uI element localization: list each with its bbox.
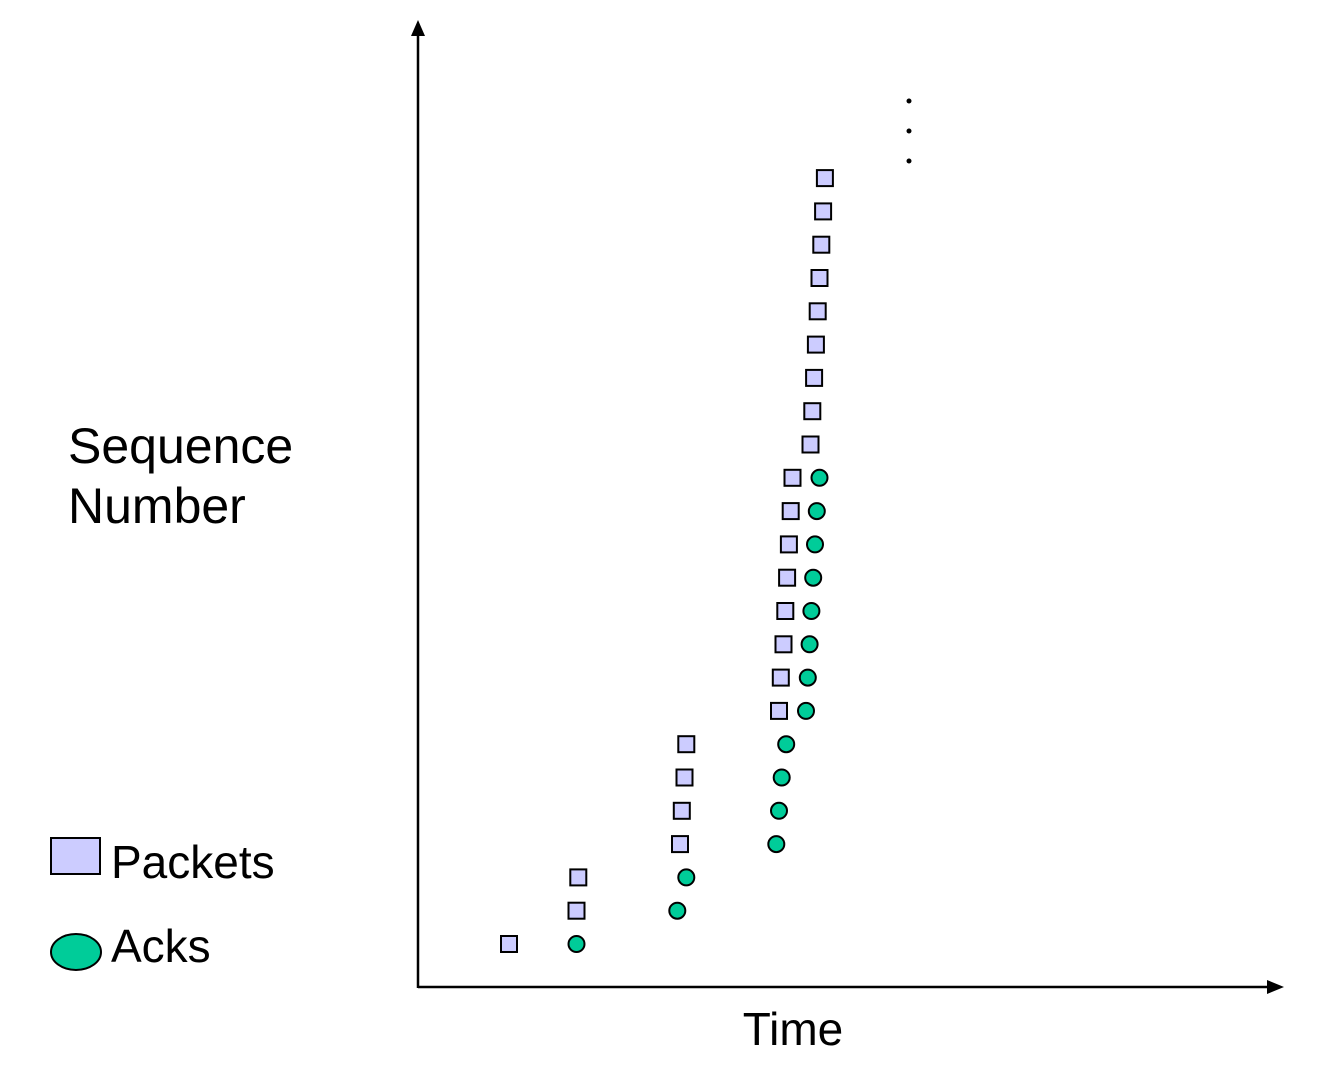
packet-marker (814, 202, 833, 221)
ack-marker (800, 635, 819, 654)
continuation-dot (906, 158, 912, 164)
ack-marker (567, 935, 586, 953)
y-axis-label-line-1: Sequence (68, 418, 293, 474)
packet-marker (815, 169, 834, 188)
ack-marker (777, 735, 796, 754)
packet-marker (801, 435, 820, 454)
packet-marker (671, 835, 689, 854)
ack-marker (810, 468, 829, 487)
ack-marker (806, 535, 824, 554)
legend-packets-swatch (50, 837, 101, 875)
packet-marker (808, 302, 827, 321)
y-axis-label-line-2: Number (68, 478, 246, 534)
ack-marker (804, 568, 823, 587)
packet-marker (776, 602, 795, 620)
packet-marker (677, 735, 696, 754)
ack-marker (802, 602, 821, 620)
packet-marker (778, 568, 797, 587)
legend-acks-swatch (50, 933, 102, 971)
packet-marker (569, 868, 588, 887)
ack-marker (798, 668, 817, 687)
packet-marker (567, 901, 586, 920)
packet-marker (774, 635, 793, 654)
ack-marker (797, 701, 815, 720)
packet-marker (805, 368, 824, 387)
packet-marker (812, 235, 831, 254)
packet-marker (810, 269, 829, 287)
ack-marker (668, 901, 687, 920)
legend-packets-label: Packets (111, 836, 275, 888)
packet-marker (779, 535, 798, 554)
packet-marker (781, 502, 800, 521)
ack-marker (677, 868, 696, 887)
packet-marker (806, 335, 825, 354)
x-axis-arrow (1267, 980, 1284, 994)
y-axis-arrow (411, 20, 425, 36)
packet-marker (672, 801, 691, 820)
packet-marker (803, 402, 822, 421)
ack-marker (772, 768, 791, 787)
packet-marker (500, 935, 518, 953)
x-axis-label: Time (743, 1003, 844, 1055)
ack-marker (770, 801, 788, 820)
continuation-dots (906, 98, 912, 164)
ack-marker (807, 502, 826, 521)
legend: Packets Acks (50, 836, 275, 972)
packet-marker (771, 668, 790, 687)
continuation-dot (906, 98, 912, 104)
legend-acks-label: Acks (111, 920, 211, 972)
ack-marker (767, 835, 786, 854)
packet-marker (770, 701, 788, 720)
continuation-dot (906, 128, 912, 134)
packet-marker (783, 468, 802, 487)
packet-marker (675, 768, 694, 787)
data-marks (500, 169, 834, 953)
